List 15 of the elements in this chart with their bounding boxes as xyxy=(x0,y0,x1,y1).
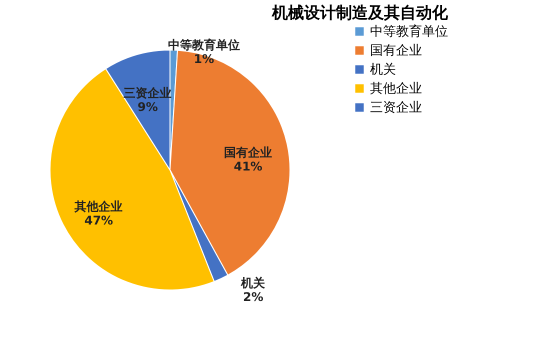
data-label: 41% xyxy=(234,160,262,174)
data-label: 9% xyxy=(137,100,158,114)
legend-label: 中等教育单位 xyxy=(370,24,448,40)
legend-label: 三资企业 xyxy=(370,100,422,116)
legend-label: 国有企业 xyxy=(370,44,422,58)
data-label: 2% xyxy=(243,290,264,304)
slice-label: 中等教育单位 xyxy=(168,38,240,52)
slice-label: 国有企业 xyxy=(224,146,272,160)
chart-title: 机械设计制造及其自动化 xyxy=(271,3,449,22)
slice-label: 机关 xyxy=(240,276,266,290)
data-label: 1% xyxy=(194,52,214,66)
legend-label: 其他企业 xyxy=(370,82,422,96)
data-label: 47% xyxy=(84,213,114,228)
legend-label: 机关 xyxy=(370,62,396,78)
slice-label: 其他企业 xyxy=(74,199,123,214)
